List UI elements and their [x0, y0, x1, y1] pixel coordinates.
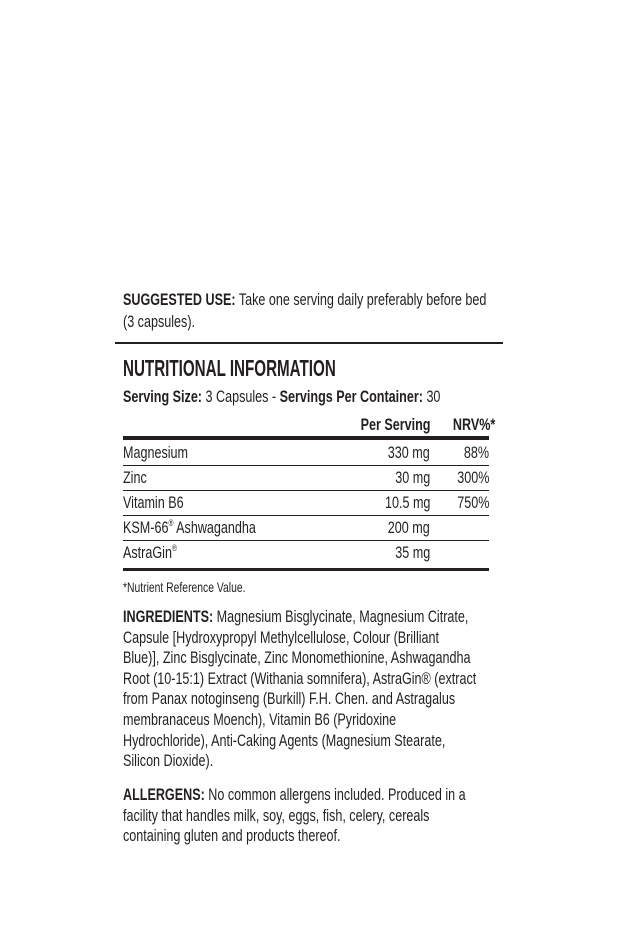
row-divider	[123, 465, 489, 466]
ingredients-line: Blue)], Zinc Bisglycinate, Zinc Monometh…	[123, 648, 471, 668]
row-divider	[123, 515, 489, 516]
ingredients-line: INGREDIENTS: Magnesium Bisglycinate, Mag…	[123, 607, 468, 627]
table-bottom-rule	[123, 568, 489, 571]
nutrient-name: Magnesium	[123, 443, 189, 462]
table-top-rule	[123, 436, 489, 440]
ingredients-line: membranaceus Moench), Vitamin B6 (Pyrido…	[123, 710, 396, 730]
ingredients-text: Blue)], Zinc Bisglycinate, Zinc Monometh…	[123, 648, 471, 668]
allergens-text: facility that handles milk, soy, eggs, f…	[123, 805, 430, 825]
nutrient-amount: 10.5 mg	[384, 493, 430, 512]
suggested-use-text: Take one serving daily preferably before…	[235, 290, 487, 309]
servings-per-container-value: 30	[422, 387, 441, 406]
row-divider	[123, 490, 489, 491]
ingredients-text: Magnesium Bisglycinate, Magnesium Citrat…	[213, 607, 469, 626]
ingredients-line: Root (10-15:1) Extract (Withania somnife…	[123, 669, 476, 689]
ingredients-text: Hydrochloride), Anti-Caking Agents (Magn…	[123, 730, 446, 750]
suggested-use-line: SUGGESTED USE: Take one serving daily pr…	[123, 290, 486, 310]
column-header-per-serving: Per Serving	[360, 415, 430, 434]
nutrition-title: NUTRITIONAL INFORMATION	[123, 355, 336, 381]
ingredients-line: Silicon Dioxide).	[123, 751, 213, 771]
row-divider	[123, 540, 489, 541]
serving-size-value: 3 Capsules -	[202, 387, 280, 406]
nutrient-name: AstraGin®	[123, 543, 177, 562]
ingredients-line: Capsule [Hydroxypropyl Methylcellulose, …	[123, 628, 439, 648]
ingredients-text: membranaceus Moench), Vitamin B6 (Pyrido…	[123, 710, 397, 729]
ingredients-text: from Panax notoginseng (Burkill) F.H. Ch…	[123, 689, 456, 709]
nutrient-name: Zinc	[123, 468, 147, 487]
servings-per-container-label: Servings Per Container:	[279, 387, 423, 406]
nutrient-amount: 200 mg	[388, 518, 430, 537]
allergens-label: ALLERGENS:	[123, 785, 205, 804]
ingredients-text: Silicon Dioxide).	[123, 751, 214, 771]
ingredients-label: INGREDIENTS:	[123, 607, 214, 626]
nutrient-amount: 35 mg	[395, 543, 430, 562]
allergens-line: ALLERGENS: No common allergens included.…	[123, 785, 466, 805]
suggested-use-label: SUGGESTED USE:	[123, 290, 236, 309]
nutrient-name: Vitamin B6	[123, 493, 184, 512]
ingredients-text: Root (10-15:1) Extract (Withania somnife…	[123, 668, 477, 688]
column-header-nrv: NRV%*	[452, 415, 495, 434]
nutrient-name: KSM-66® Ashwagandha	[123, 518, 256, 537]
ingredients-text: Capsule [Hydroxypropyl Methylcellulose, …	[123, 627, 440, 647]
allergens-line: facility that handles milk, soy, eggs, f…	[123, 806, 429, 826]
allergens-text: containing gluten and products thereof.	[123, 826, 341, 846]
nutrient-amount: 330 mg	[388, 443, 430, 462]
allergens-line: containing gluten and products thereof.	[123, 826, 341, 846]
allergens-text: No common allergens included. Produced i…	[204, 785, 466, 804]
nutrient-nrv: 750%	[456, 493, 489, 512]
ingredients-line: Hydrochloride), Anti-Caking Agents (Magn…	[123, 731, 445, 751]
nutrient-amount: 30 mg	[395, 468, 430, 487]
nutrient-nrv: 88%	[463, 443, 489, 462]
serving-size-label: Serving Size:	[123, 387, 203, 406]
footnote: *Nutrient Reference Value.	[123, 579, 246, 595]
section-divider	[115, 342, 503, 344]
nutrient-nrv: 300%	[456, 468, 489, 487]
serving-info: Serving Size: 3 Capsules - Servings Per …	[123, 387, 440, 407]
ingredients-line: from Panax notoginseng (Burkill) F.H. Ch…	[123, 689, 455, 709]
suggested-use-line: (3 capsules).	[123, 312, 196, 331]
